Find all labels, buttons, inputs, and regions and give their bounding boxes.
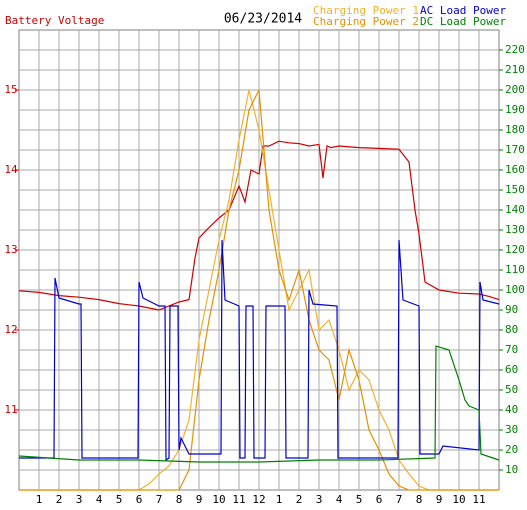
legend-label: AC Load Power bbox=[420, 4, 506, 17]
x-tick-label: 6 bbox=[376, 493, 383, 506]
x-tick-label: 3 bbox=[76, 493, 83, 506]
y2-tick-label: 220 bbox=[505, 43, 525, 56]
series-line bbox=[18, 345, 500, 463]
series-line bbox=[19, 89, 499, 491]
y2-tick-label: 110 bbox=[505, 263, 525, 276]
x-tick-label: 1 bbox=[36, 493, 43, 506]
y-tick-label: 12 bbox=[4, 323, 17, 336]
legend-label: Charging Power 2 bbox=[313, 15, 419, 28]
y-tick-label: 15 bbox=[4, 83, 17, 96]
x-tick-label: 7 bbox=[156, 493, 163, 506]
y2-tick-label: 70 bbox=[505, 343, 518, 356]
x-tick-label: 11 bbox=[472, 493, 485, 506]
y2-tick-label: 10 bbox=[505, 463, 518, 476]
y2-tick-label: 140 bbox=[505, 203, 525, 216]
x-tick-label: 2 bbox=[296, 493, 303, 506]
x-tick-label: 10 bbox=[452, 493, 465, 506]
y2-tick-label: 150 bbox=[505, 183, 525, 196]
legend-label: Battery Voltage bbox=[5, 14, 104, 27]
x-tick-label: 12 bbox=[252, 493, 265, 506]
series-line bbox=[19, 239, 500, 462]
x-tick-label: 7 bbox=[396, 493, 403, 506]
y2-tick-label: 90 bbox=[505, 303, 518, 316]
y2-tick-label: 120 bbox=[505, 243, 525, 256]
y2-tick-label: 60 bbox=[505, 363, 518, 376]
y2-tick-label: 170 bbox=[505, 143, 525, 156]
y-tick-label: 13 bbox=[4, 243, 17, 256]
y2-tick-label: 30 bbox=[505, 423, 518, 436]
x-tick-label: 5 bbox=[116, 493, 123, 506]
x-tick-label: 6 bbox=[136, 493, 143, 506]
x-tick-label: 1 bbox=[276, 493, 283, 506]
y-tick-label: 11 bbox=[4, 403, 17, 416]
x-tick-label: 8 bbox=[416, 493, 423, 506]
x-tick-label: 3 bbox=[316, 493, 323, 506]
y2-tick-label: 100 bbox=[505, 283, 525, 296]
x-tick-label: 4 bbox=[336, 493, 343, 506]
series-line bbox=[18, 140, 500, 311]
y2-tick-label: 130 bbox=[505, 223, 525, 236]
x-tick-label: 4 bbox=[96, 493, 103, 506]
y2-tick-label: 160 bbox=[505, 163, 525, 176]
x-tick-label: 10 bbox=[212, 493, 225, 506]
x-tick-label: 8 bbox=[176, 493, 183, 506]
x-tick-label: 9 bbox=[196, 493, 203, 506]
y2-tick-label: 80 bbox=[505, 323, 518, 336]
y2-tick-label: 50 bbox=[505, 383, 518, 396]
series-line bbox=[19, 87, 499, 491]
y2-tick-label: 20 bbox=[505, 443, 518, 456]
y2-tick-label: 200 bbox=[505, 83, 525, 96]
legend-label: Charging Power 1 bbox=[313, 4, 419, 17]
x-tick-label: 5 bbox=[356, 493, 363, 506]
x-tick-label: 11 bbox=[232, 493, 245, 506]
x-tick-label: 9 bbox=[436, 493, 443, 506]
y2-tick-label: 40 bbox=[505, 403, 518, 416]
x-tick-label: 2 bbox=[56, 493, 63, 506]
y-tick-label: 14 bbox=[4, 163, 18, 176]
legend-label: DC Load Power bbox=[420, 15, 506, 28]
y2-tick-label: 180 bbox=[505, 123, 525, 136]
y2-tick-label: 210 bbox=[505, 63, 525, 76]
chart-title: 06/23/2014 bbox=[224, 12, 302, 27]
y2-tick-label: 190 bbox=[505, 103, 525, 116]
